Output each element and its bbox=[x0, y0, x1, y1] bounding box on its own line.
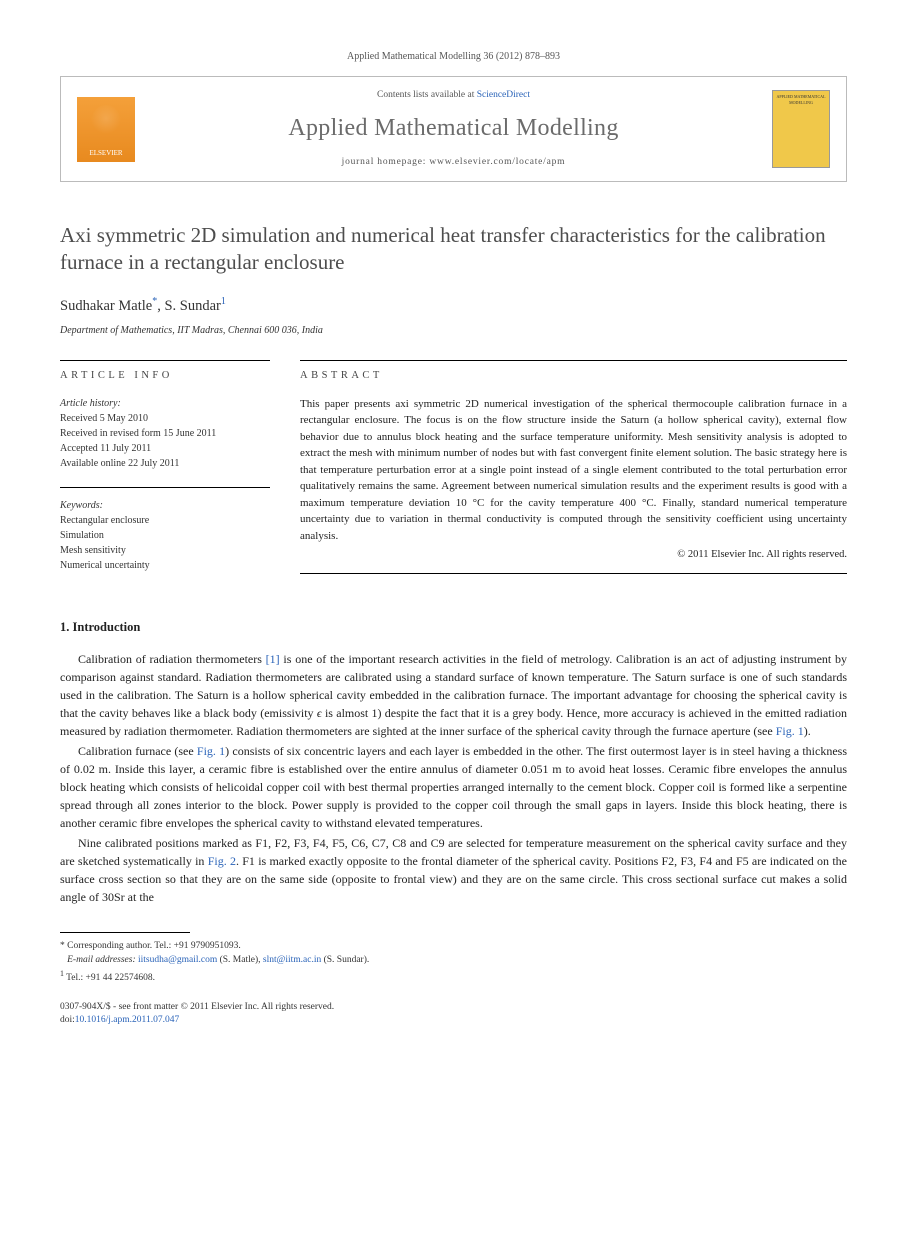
history-accepted: Accepted 11 July 2011 bbox=[60, 441, 270, 456]
footnote-separator bbox=[60, 932, 190, 933]
article-info-column: ARTICLE INFO Article history: Received 5… bbox=[60, 360, 270, 589]
doi-link[interactable]: 10.1016/j.apm.2011.07.047 bbox=[75, 1015, 179, 1025]
keywords-block: Keywords: Rectangular enclosure Simulati… bbox=[60, 498, 270, 573]
history-heading: Article history: bbox=[60, 396, 270, 411]
journal-name: Applied Mathematical Modelling bbox=[149, 112, 758, 146]
author-2-marker: 1 bbox=[221, 296, 226, 307]
section-1-heading: 1. Introduction bbox=[60, 619, 847, 637]
keyword-4: Numerical uncertainty bbox=[60, 558, 270, 573]
history-revised: Received in revised form 15 June 2011 bbox=[60, 426, 270, 441]
p1-a: Calibration of radiation thermometers bbox=[78, 652, 266, 666]
email-addresses-line: E-mail addresses: iitsudha@gmail.com (S.… bbox=[60, 953, 847, 967]
cover-thumb-text: APPLIED MATHEMATICAL MODELLING bbox=[777, 94, 826, 105]
elsevier-logo: ELSEVIER bbox=[77, 97, 135, 162]
intro-paragraph-3: Nine calibrated positions marked as F1, … bbox=[60, 834, 847, 906]
history-online: Available online 22 July 2011 bbox=[60, 456, 270, 471]
footnote-1-marker: 1 bbox=[60, 969, 64, 978]
history-received: Received 5 May 2010 bbox=[60, 411, 270, 426]
journal-header-box: ELSEVIER Contents lists available at Sci… bbox=[60, 76, 847, 182]
keyword-2: Simulation bbox=[60, 528, 270, 543]
p1-d: ). bbox=[804, 724, 811, 738]
email-2-link[interactable]: slnt@iitm.ac.in bbox=[263, 955, 321, 965]
email-1-link[interactable]: iitsudha@gmail.com bbox=[138, 955, 217, 965]
fig2-link[interactable]: Fig. 2 bbox=[208, 854, 236, 868]
abstract-text: This paper presents axi symmetric 2D num… bbox=[300, 396, 847, 545]
info-abstract-row: ARTICLE INFO Article history: Received 5… bbox=[60, 360, 847, 589]
keywords-heading: Keywords: bbox=[60, 498, 270, 513]
info-divider bbox=[60, 487, 270, 488]
email-2-who: (S. Sundar). bbox=[321, 955, 369, 965]
abstract-bottom-rule bbox=[300, 573, 847, 574]
publication-footer: 0307-904X/$ - see front matter © 2011 El… bbox=[60, 1001, 847, 1028]
journal-cover-thumbnail: APPLIED MATHEMATICAL MODELLING bbox=[772, 90, 830, 168]
abstract-label: ABSTRACT bbox=[300, 360, 847, 384]
footnote-1-text: Tel.: +91 44 22574608. bbox=[66, 973, 155, 983]
journal-reference: Applied Mathematical Modelling 36 (2012)… bbox=[60, 50, 847, 64]
contents-prefix: Contents lists available at bbox=[377, 90, 477, 100]
keyword-1: Rectangular enclosure bbox=[60, 513, 270, 528]
p2-a: Calibration furnace (see bbox=[78, 744, 197, 758]
citation-1-link[interactable]: [1] bbox=[266, 652, 280, 666]
intro-paragraph-1: Calibration of radiation thermometers [1… bbox=[60, 650, 847, 740]
abstract-copyright: © 2011 Elsevier Inc. All rights reserved… bbox=[300, 548, 847, 563]
homepage-url[interactable]: www.elsevier.com/locate/apm bbox=[429, 157, 565, 167]
footnote-1-tel: 1 Tel.: +91 44 22574608. bbox=[60, 968, 847, 985]
fig1-link-a[interactable]: Fig. 1 bbox=[776, 724, 804, 738]
author-1[interactable]: Sudhakar Matle bbox=[60, 298, 152, 314]
footnotes: * Corresponding author. Tel.: +91 979095… bbox=[60, 939, 847, 985]
keyword-3: Mesh sensitivity bbox=[60, 543, 270, 558]
author-2[interactable]: S. Sundar bbox=[164, 298, 220, 314]
corresponding-author-note: * Corresponding author. Tel.: +91 979095… bbox=[60, 939, 847, 953]
affiliation: Department of Mathematics, IIT Madras, C… bbox=[60, 324, 847, 338]
abstract-column: ABSTRACT This paper presents axi symmetr… bbox=[300, 360, 847, 589]
doi-prefix: doi: bbox=[60, 1015, 75, 1025]
article-history-block: Article history: Received 5 May 2010 Rec… bbox=[60, 396, 270, 471]
sciencedirect-link[interactable]: ScienceDirect bbox=[477, 90, 530, 100]
front-matter-line: 0307-904X/$ - see front matter © 2011 El… bbox=[60, 1001, 847, 1014]
article-title: Axi symmetric 2D simulation and numerica… bbox=[60, 222, 847, 277]
doi-line: doi:10.1016/j.apm.2011.07.047 bbox=[60, 1014, 847, 1027]
email-label: E-mail addresses: bbox=[67, 955, 136, 965]
homepage-prefix: journal homepage: bbox=[342, 157, 430, 167]
header-center: Contents lists available at ScienceDirec… bbox=[149, 89, 758, 169]
fig1-link-b[interactable]: Fig. 1 bbox=[197, 744, 225, 758]
section-1-introduction: 1. Introduction Calibration of radiation… bbox=[60, 619, 847, 907]
journal-homepage-line: journal homepage: www.elsevier.com/locat… bbox=[149, 156, 758, 169]
contents-available-line: Contents lists available at ScienceDirec… bbox=[149, 89, 758, 102]
intro-paragraph-2: Calibration furnace (see Fig. 1) consist… bbox=[60, 742, 847, 832]
elsevier-logo-label: ELSEVIER bbox=[89, 149, 122, 159]
authors-line: Sudhakar Matle*, S. Sundar1 bbox=[60, 295, 847, 316]
email-1-who: (S. Matle), bbox=[217, 955, 263, 965]
article-info-label: ARTICLE INFO bbox=[60, 360, 270, 384]
